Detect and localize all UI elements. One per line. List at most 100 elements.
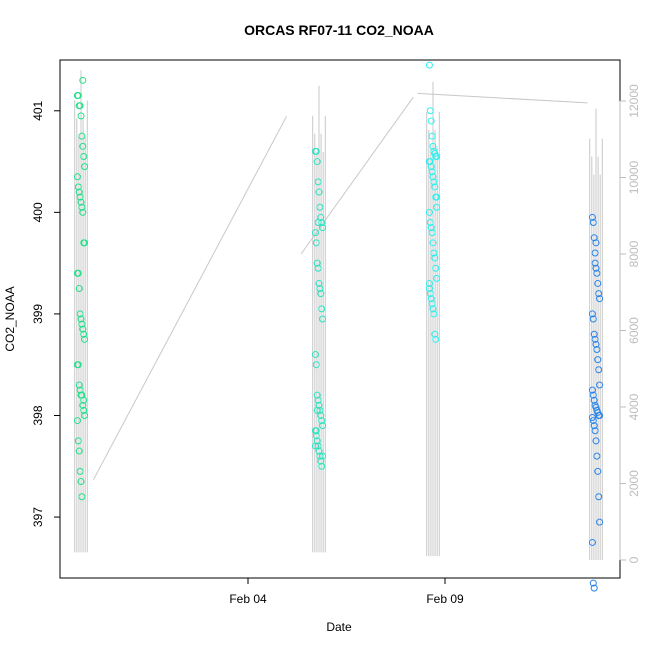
y-tick-label-left: 398 bbox=[31, 405, 45, 425]
co2-point bbox=[74, 437, 82, 445]
co2-point bbox=[317, 290, 325, 298]
co2-point bbox=[74, 183, 82, 191]
co2-point bbox=[591, 335, 599, 343]
co2-point bbox=[75, 447, 83, 455]
co2-point bbox=[433, 274, 441, 282]
y-tick-label-right: 8000 bbox=[627, 240, 641, 267]
co2-point bbox=[314, 396, 322, 404]
co2-point bbox=[75, 381, 83, 389]
co2-point bbox=[79, 208, 87, 216]
co2-point bbox=[319, 315, 327, 323]
co2-point bbox=[426, 290, 434, 298]
co2-point bbox=[589, 391, 597, 399]
co2-point bbox=[427, 117, 435, 125]
co2-point bbox=[596, 381, 604, 389]
co2-point bbox=[315, 447, 323, 455]
co2-point bbox=[588, 310, 596, 318]
co2-point bbox=[594, 279, 602, 287]
co2-point bbox=[76, 102, 84, 110]
co2-point bbox=[81, 239, 89, 247]
co2-point bbox=[74, 92, 82, 100]
altitude-transit bbox=[417, 92, 588, 104]
co2-point bbox=[76, 467, 84, 475]
co2-point bbox=[78, 320, 86, 328]
plot-frame bbox=[59, 59, 621, 579]
co2-point bbox=[312, 361, 320, 369]
co2-point bbox=[81, 411, 89, 419]
co2-point bbox=[596, 411, 604, 419]
co2-point bbox=[315, 188, 323, 196]
co2-point bbox=[433, 193, 441, 201]
co2-point bbox=[593, 269, 601, 277]
co2-point bbox=[319, 452, 327, 460]
co2-point bbox=[430, 178, 438, 186]
co2-point bbox=[591, 427, 599, 435]
co2-point bbox=[592, 340, 600, 348]
co2-point bbox=[74, 269, 82, 277]
co2-point bbox=[75, 188, 83, 196]
co2-point bbox=[315, 279, 323, 287]
co2-point bbox=[429, 305, 437, 313]
co2-point bbox=[427, 224, 435, 232]
co2-point bbox=[76, 310, 84, 318]
co2-point bbox=[75, 285, 83, 293]
co2-point bbox=[314, 264, 322, 272]
co2-point bbox=[314, 442, 322, 450]
co2-point bbox=[77, 112, 85, 120]
co2-point bbox=[588, 213, 596, 221]
co2-point bbox=[312, 239, 320, 247]
x-tick-label: Feb 09 bbox=[426, 592, 464, 606]
y-tick-label-right: 4000 bbox=[627, 393, 641, 420]
co2-point bbox=[312, 147, 320, 155]
co2-point bbox=[317, 411, 325, 419]
y-axis-right: 0 2000 4000 6000 8000 10000 12000 bbox=[619, 84, 641, 563]
co2-point bbox=[76, 193, 84, 201]
co2-point bbox=[80, 406, 88, 414]
co2-point bbox=[428, 229, 436, 237]
co2-point bbox=[429, 142, 437, 150]
co2-point bbox=[428, 168, 436, 176]
co2-point bbox=[314, 178, 322, 186]
co2-point bbox=[432, 264, 440, 272]
co2-point bbox=[81, 335, 89, 343]
co2-point bbox=[318, 462, 326, 470]
co2-point bbox=[594, 356, 602, 364]
y-tick-label-right: 6000 bbox=[627, 317, 641, 344]
co2-points bbox=[73, 61, 604, 592]
co2-point bbox=[316, 452, 324, 460]
co2-point bbox=[318, 305, 326, 313]
co2-point bbox=[73, 417, 81, 425]
co2-point bbox=[588, 386, 596, 394]
altitude-transit bbox=[93, 116, 288, 480]
co2-point bbox=[79, 76, 87, 84]
co2-point bbox=[592, 239, 600, 247]
co2-point bbox=[313, 391, 321, 399]
x-axis-label: Date bbox=[326, 620, 352, 634]
co2-point bbox=[589, 579, 597, 587]
co2-point bbox=[426, 219, 434, 227]
co2-point bbox=[313, 259, 321, 267]
co2-point bbox=[79, 142, 87, 150]
co2-point bbox=[312, 427, 320, 435]
co2-point bbox=[314, 219, 322, 227]
co2-point bbox=[77, 478, 85, 486]
co2-point bbox=[313, 406, 321, 414]
y-axis-label: CO2_NOAA bbox=[3, 286, 17, 351]
co2-point bbox=[319, 224, 327, 232]
y-tick-label-left: 400 bbox=[31, 202, 45, 222]
co2-point bbox=[425, 208, 433, 216]
co2-point bbox=[429, 239, 437, 247]
co2-point bbox=[591, 249, 599, 257]
co2-point bbox=[429, 173, 437, 181]
co2-point bbox=[588, 414, 596, 422]
co2-point bbox=[590, 396, 598, 404]
y-tick-label-right: 10000 bbox=[627, 160, 641, 194]
co2-point bbox=[79, 325, 87, 333]
co2-point bbox=[311, 442, 319, 450]
y-tick-label-right: 12000 bbox=[627, 84, 641, 118]
co2-point bbox=[426, 158, 434, 166]
co2-point bbox=[588, 538, 596, 546]
co2-point bbox=[589, 219, 597, 227]
co2-point bbox=[592, 437, 600, 445]
